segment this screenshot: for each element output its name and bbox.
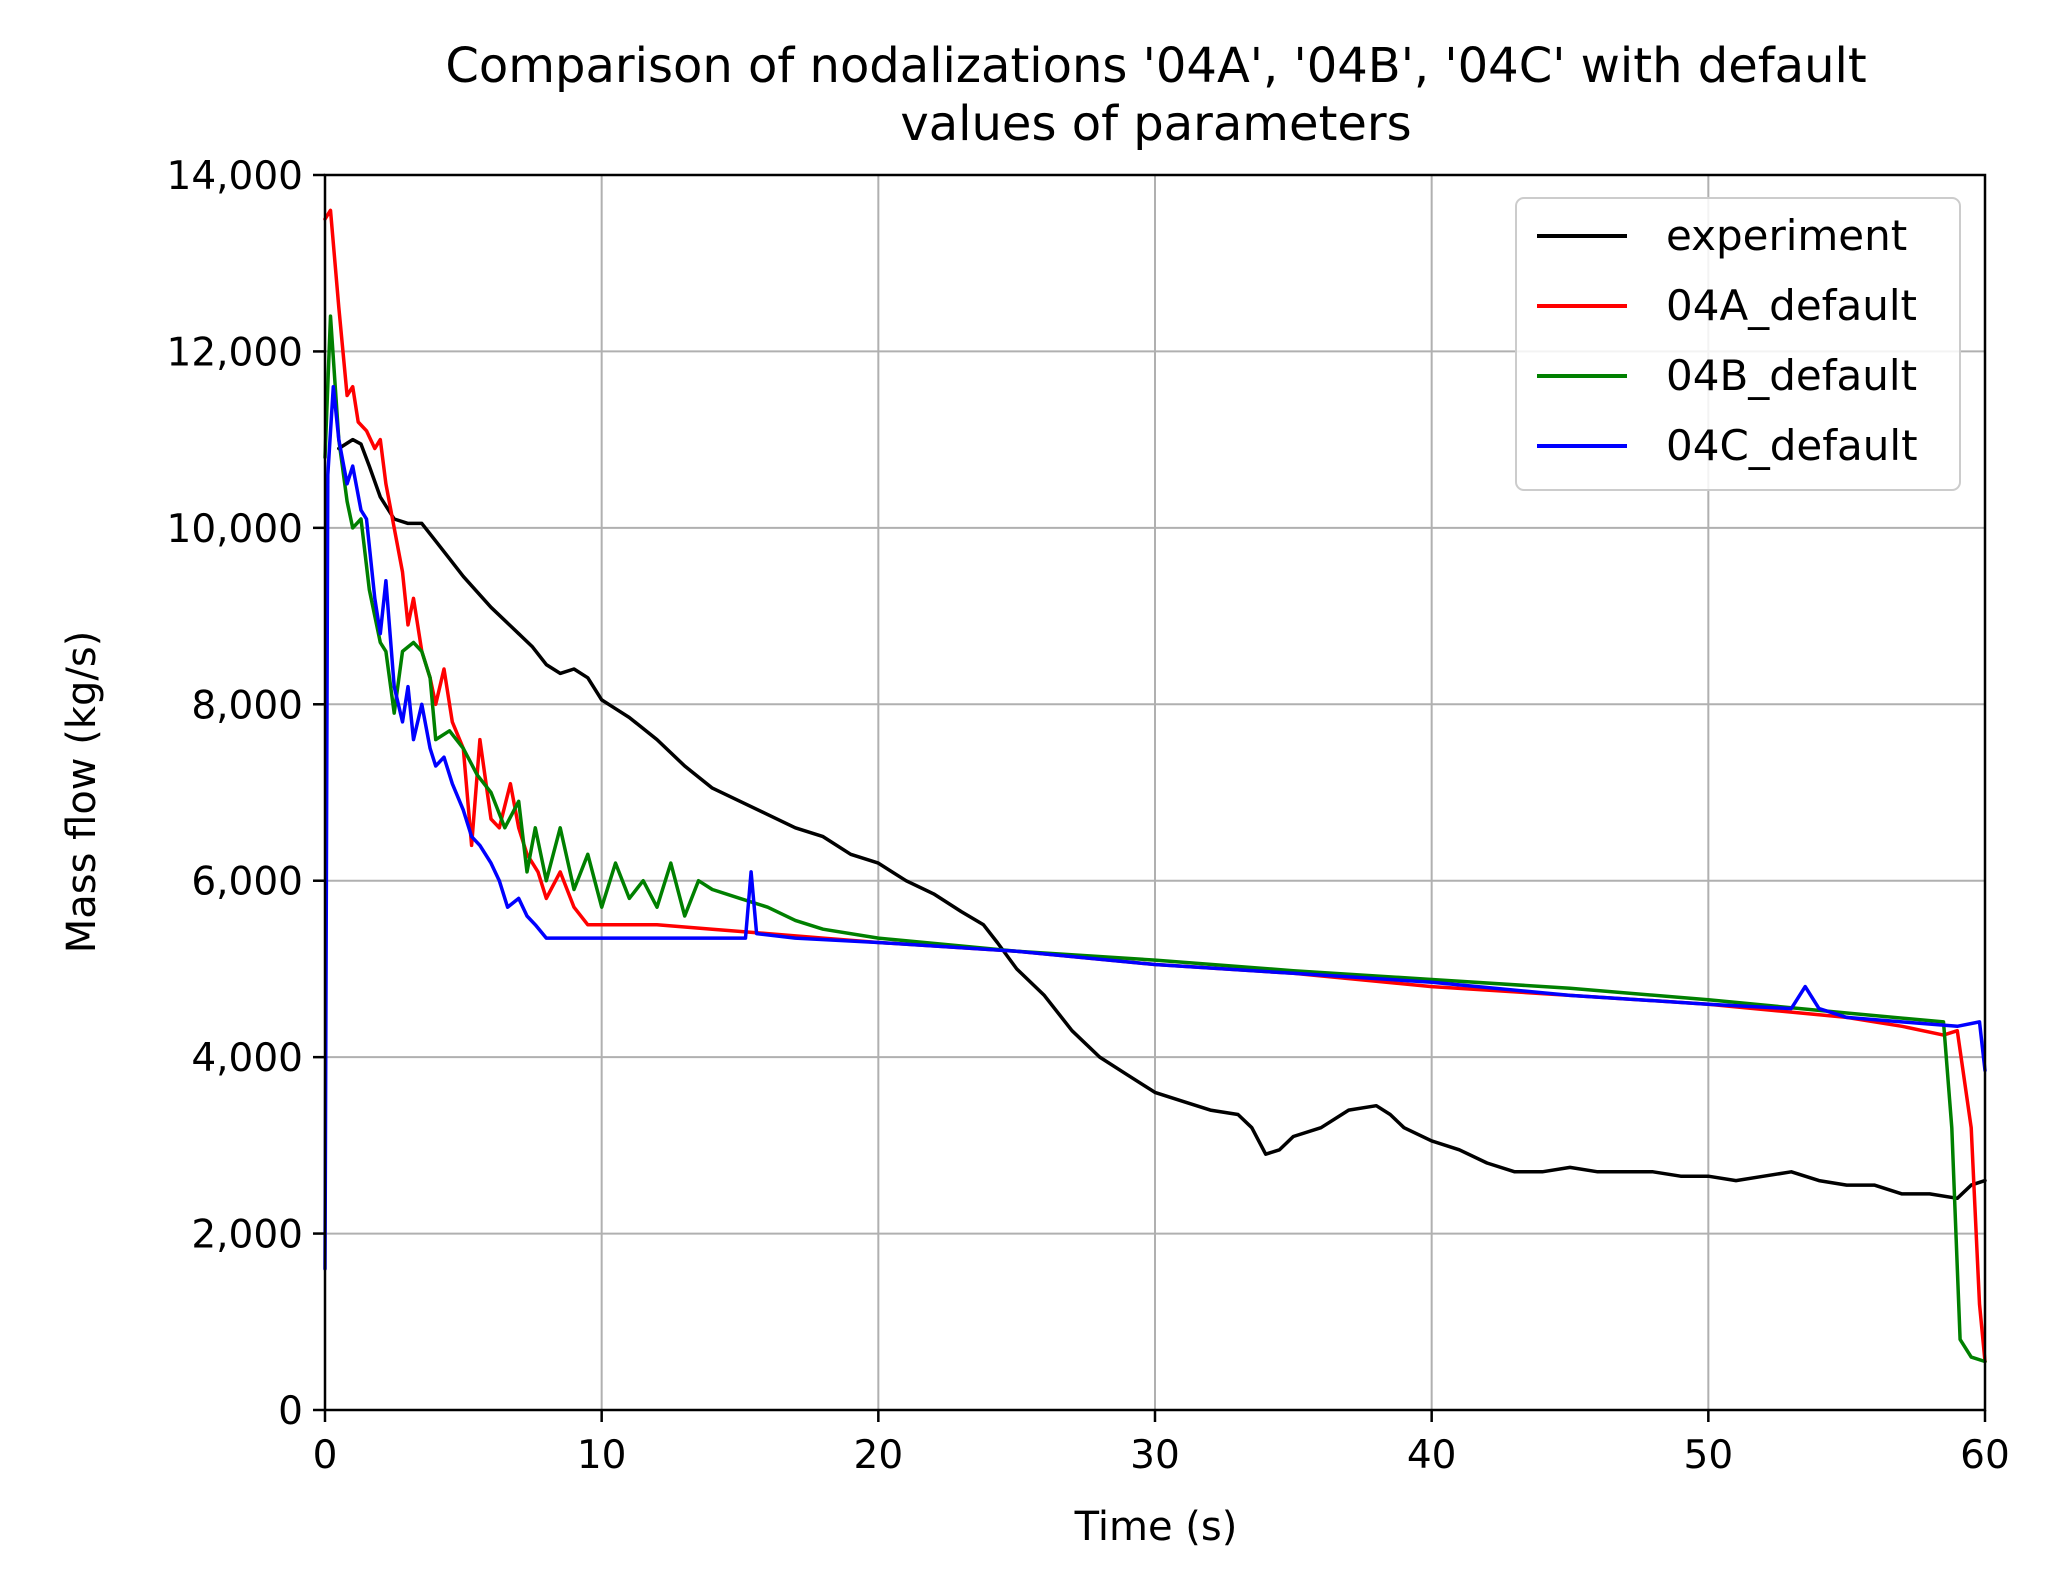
x-tick-label: 30 xyxy=(1130,1433,1180,1478)
x-tick-label: 10 xyxy=(577,1433,627,1478)
series-line-04c-default xyxy=(323,384,1987,1271)
legend-label-04b-default: 04B_default xyxy=(1666,351,1917,400)
legend-label-04c-default: 04C_default xyxy=(1666,421,1918,470)
legend-label-04a-default: 04A_default xyxy=(1666,281,1917,330)
x-tick-label: 40 xyxy=(1407,1433,1457,1478)
y-tick-label: 8,000 xyxy=(191,683,303,728)
legend-label-experiment: experiment xyxy=(1666,211,1907,260)
y-tick-label: 0 xyxy=(278,1389,303,1434)
x-tick-label: 20 xyxy=(854,1433,904,1478)
axis-ticks: 0 10 20 30 40 50 60 0 2,000 4,000 6,000 8,000 10,000… xyxy=(167,154,2010,1478)
y-tick-label: 12,000 xyxy=(167,330,303,375)
y-tick-label: 14,000 xyxy=(167,154,303,199)
chart-title-line-1: Comparison of nodalizations '04A', '04B'… xyxy=(445,38,1866,94)
chart-title-line-2: values of parameters xyxy=(900,96,1411,152)
legend: experiment 04A_default 04B_default 04C_defa… xyxy=(1515,197,1961,491)
x-tick-label: 50 xyxy=(1684,1433,1734,1478)
series-line-04b-default xyxy=(323,314,1987,1364)
series-line-experiment xyxy=(337,437,1987,1201)
x-tick-label: 0 xyxy=(313,1433,338,1478)
legend-box xyxy=(1515,197,1961,491)
y-tick-label: 6,000 xyxy=(191,860,303,905)
x-tick-label: 60 xyxy=(1960,1433,2010,1478)
y-axis-label: Mass flow (kg/s) xyxy=(59,631,105,954)
y-tick-label: 2,000 xyxy=(191,1213,303,1258)
series-lines xyxy=(323,208,1987,1364)
x-axis-label: Time (s) xyxy=(1074,1504,1238,1550)
y-tick-label: 4,000 xyxy=(191,1036,303,1081)
y-tick-label: 10,000 xyxy=(167,507,303,552)
